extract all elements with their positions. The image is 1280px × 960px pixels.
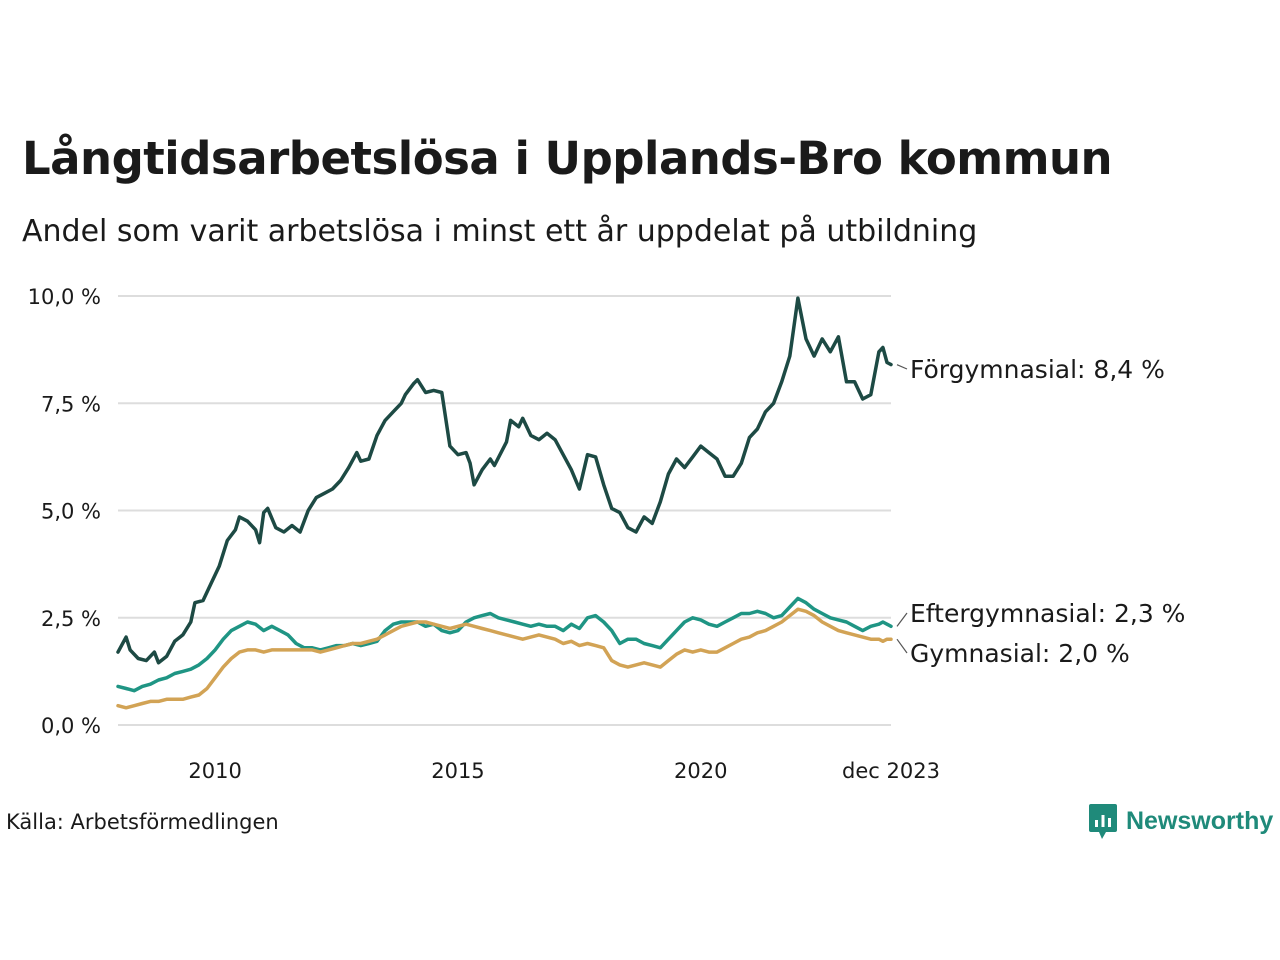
brand-name: Newsworthy xyxy=(1126,806,1274,835)
x-tick-label: 2020 xyxy=(674,759,727,783)
label-connector xyxy=(896,364,908,370)
series-labels: Förgymnasial: 8,4 % Eftergymnasial: 2,3 %… xyxy=(896,355,1185,668)
label-connector xyxy=(896,612,908,627)
series-label-eftergymnasial: Eftergymnasial: 2,3 % xyxy=(910,599,1185,628)
bar-chart-bubble-icon xyxy=(1089,804,1117,839)
x-tick-label: 2010 xyxy=(188,759,241,783)
x-tick-label: dec 2023 xyxy=(842,759,940,783)
brand-logo: Newsworthy xyxy=(1088,802,1273,840)
label-connector xyxy=(896,638,908,654)
chart-title: Långtidsarbetslösa i Upplands-Bro kommun xyxy=(22,132,1113,185)
series-line-gymnasial xyxy=(116,607,893,710)
series-label-gymnasial: Gymnasial: 2,0 % xyxy=(910,639,1130,668)
source-note: Källa: Arbetsförmedlingen xyxy=(6,810,279,834)
y-tick-label: 2,5 % xyxy=(41,607,101,631)
series-line-eftergymnasial xyxy=(116,596,893,693)
chart-subtitle: Andel som varit arbetslösa i minst ett å… xyxy=(22,214,978,249)
series-layer xyxy=(116,296,893,710)
series-label-forgymnasial: Förgymnasial: 8,4 % xyxy=(910,355,1165,384)
y-tick-label: 0,0 % xyxy=(41,714,101,738)
grid-layer xyxy=(118,295,891,726)
x-axis: 2010 2015 2020 dec 2023 xyxy=(188,759,940,783)
y-axis: 0,0 % 2,5 % 5,0 % 7,5 % 10,0 % xyxy=(28,285,101,738)
y-tick-label: 7,5 % xyxy=(41,392,101,416)
series-line-forgymnasial xyxy=(116,296,893,665)
y-tick-label: 5,0 % xyxy=(41,500,101,524)
x-tick-label: 2015 xyxy=(431,759,484,783)
y-tick-label: 10,0 % xyxy=(28,285,101,309)
